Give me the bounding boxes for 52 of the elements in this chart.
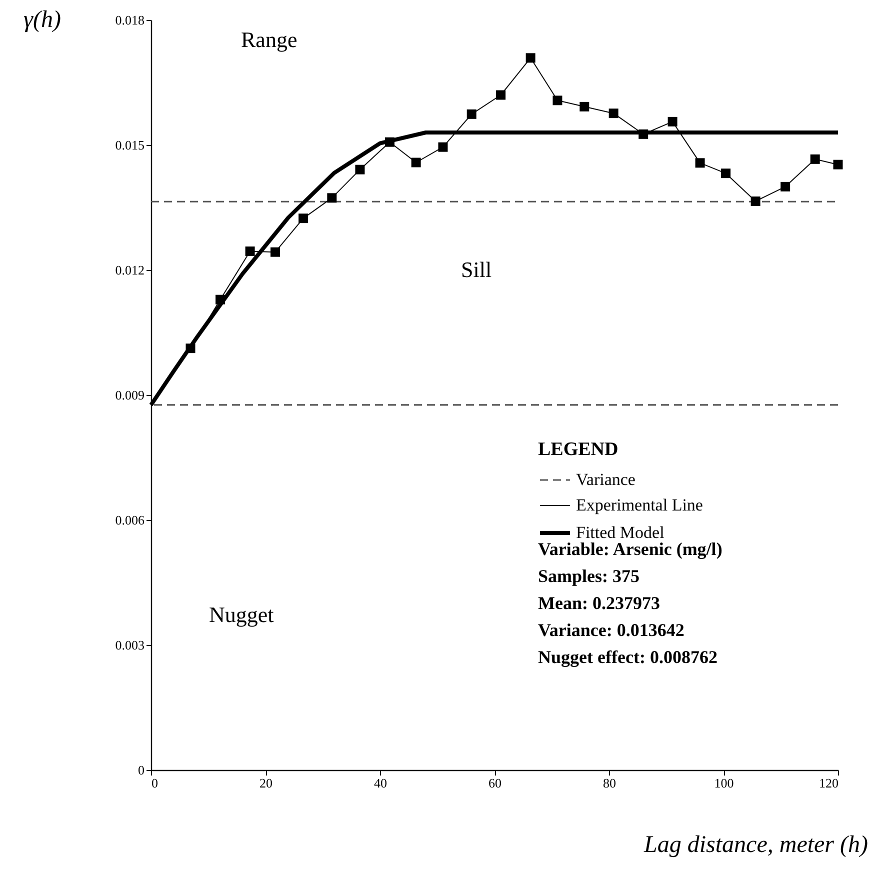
- point: [245, 246, 255, 256]
- annotation: Samples: 375: [538, 566, 640, 586]
- y-tick-label: 0.015: [115, 138, 144, 152]
- x-tick-label: 0: [152, 776, 158, 790]
- annotation: Sill: [461, 257, 492, 282]
- y-tick-label: 0.003: [115, 638, 144, 652]
- point: [327, 193, 337, 203]
- point: [780, 182, 790, 192]
- x-tick-label: 80: [603, 776, 616, 790]
- x-tick-label: 120: [819, 776, 838, 790]
- point: [496, 90, 506, 100]
- point: [186, 344, 196, 354]
- point: [355, 164, 365, 174]
- point: [721, 168, 731, 178]
- y-axis-title: γ(h): [24, 7, 61, 33]
- point: [810, 154, 820, 164]
- point: [384, 137, 394, 147]
- y-tick-label: 0: [138, 762, 144, 778]
- y-tick-label: 0.006: [115, 512, 145, 528]
- point: [580, 102, 590, 112]
- x-tick-label: 100: [714, 776, 734, 790]
- annotation: Nugget effect: 0.008762: [538, 647, 718, 667]
- point: [750, 196, 760, 206]
- x-tick-label: 40: [374, 776, 387, 790]
- legend-label: Experimental Line: [576, 496, 703, 514]
- point: [526, 53, 536, 63]
- point: [216, 294, 226, 304]
- point: [438, 142, 448, 152]
- legend-label: Fitted Model: [576, 523, 665, 542]
- annotation: Range: [241, 27, 298, 52]
- annotation: Variance: 0.013642: [538, 620, 684, 640]
- point: [466, 109, 476, 119]
- annotation: Mean: 0.237973: [538, 593, 660, 613]
- x-tick-label: 60: [488, 776, 502, 790]
- point: [668, 116, 678, 126]
- annotation: Variable: Arsenic (mg/l): [538, 539, 722, 559]
- point: [608, 108, 618, 118]
- point: [411, 158, 421, 168]
- legend-label: Variance: [576, 470, 636, 489]
- annotation: Nugget: [209, 602, 274, 627]
- y-tick-label: 0.012: [115, 262, 144, 278]
- y-tick-label: 0.018: [115, 12, 144, 28]
- point: [552, 96, 562, 106]
- x-tick-label: 20: [260, 776, 272, 790]
- point: [298, 214, 308, 224]
- y-tick-label: 0.009: [115, 388, 144, 402]
- legend-title: LEGEND: [538, 439, 618, 460]
- point: [695, 158, 705, 168]
- point: [638, 129, 648, 139]
- point: [270, 247, 280, 257]
- point: [833, 160, 843, 170]
- x-axis-title: Lag distance, meter (h): [643, 832, 868, 858]
